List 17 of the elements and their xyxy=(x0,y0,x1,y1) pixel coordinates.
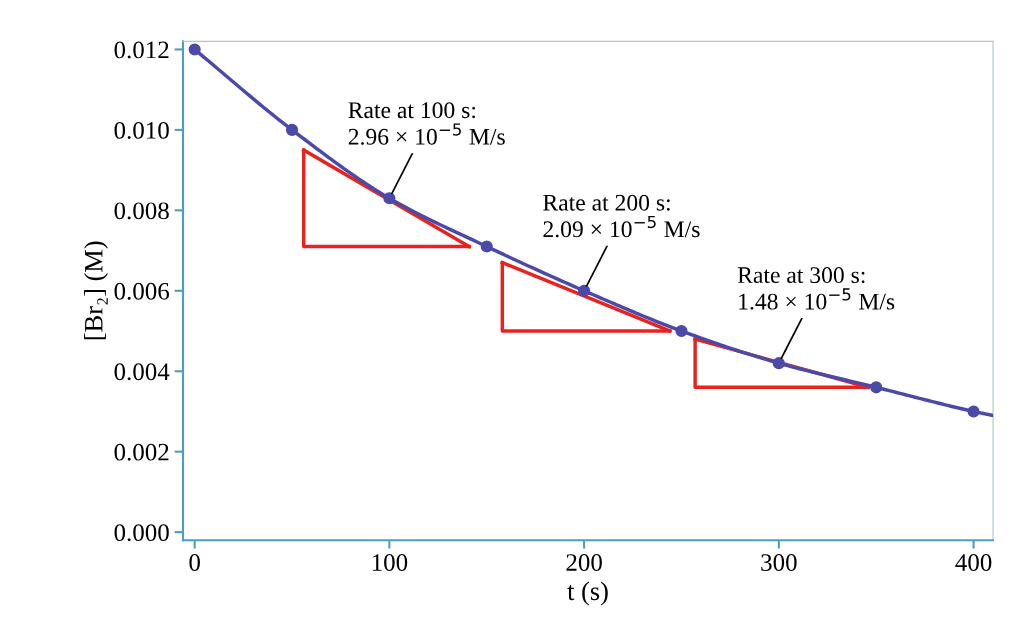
annotation: Rate at 100 s: 2.96 × 10$^{−5}$ M/s xyxy=(348,102,505,145)
y-tick-label: 0.006 xyxy=(114,282,170,300)
y-tick-label: 0.010 xyxy=(114,121,169,139)
annotation: Rate at 200 s: 2.09 × 10$^{−5}$ M/s xyxy=(543,194,700,238)
y-tick-label: 0.012 xyxy=(114,41,169,59)
x-tick-label: 0 xyxy=(189,554,200,571)
annotation: Rate at 300 s: 1.48 × 10$^{−5}$ M/s xyxy=(737,267,895,310)
x-tick-label: 300 xyxy=(761,554,797,571)
y-tick-label: 0.000 xyxy=(114,524,169,542)
x-axis-title: t (s) xyxy=(567,581,608,606)
y-tick-label: 0.004 xyxy=(114,363,170,381)
x-tick-label: 200 xyxy=(566,554,602,571)
y-tick-label: 0.002 xyxy=(114,443,169,461)
y-axis-title: [Br₂] (M) xyxy=(84,241,108,340)
x-tick-label: 100 xyxy=(372,554,408,571)
y-tick-label: 0.008 xyxy=(114,202,169,220)
x-tick-label: 400 xyxy=(955,554,992,571)
